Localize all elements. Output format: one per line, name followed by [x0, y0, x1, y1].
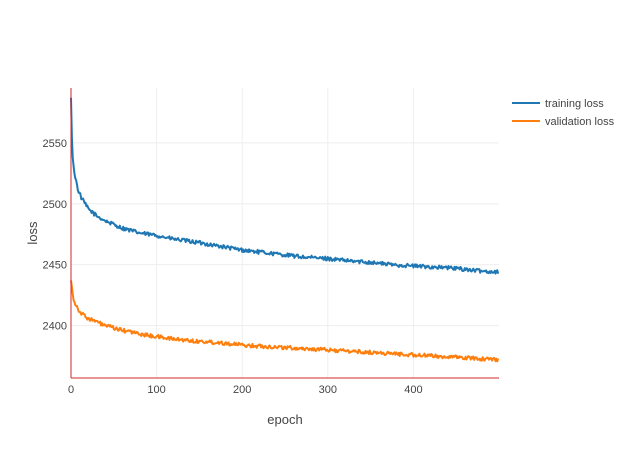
series-line-1 [70, 97, 500, 275]
x-tick-label: 200 [233, 384, 251, 396]
grid [71, 88, 499, 378]
legend-label[interactable]: training loss [545, 98, 604, 110]
series-lines [70, 97, 500, 363]
y-tick-label: 2500 [43, 199, 67, 211]
series-line-2 [70, 280, 500, 363]
x-tick-label: 0 [68, 384, 74, 396]
x-tick-label: 300 [319, 384, 337, 396]
y-tick-label: 2450 [43, 260, 67, 272]
y-axis-title: loss [25, 221, 40, 245]
y-tick-label: 2550 [43, 138, 67, 150]
legend-label[interactable]: validation loss [545, 116, 615, 128]
x-tick-label: 100 [147, 384, 165, 396]
x-axis-title: epoch [267, 412, 302, 427]
axes: 0 100 200 300 400 2400 2450 2500 2550 epoch loss [25, 88, 499, 427]
legend[interactable]: training loss validation loss [512, 98, 615, 128]
y-tick-label: 2400 [43, 321, 67, 333]
x-tick-label: 400 [404, 384, 422, 396]
